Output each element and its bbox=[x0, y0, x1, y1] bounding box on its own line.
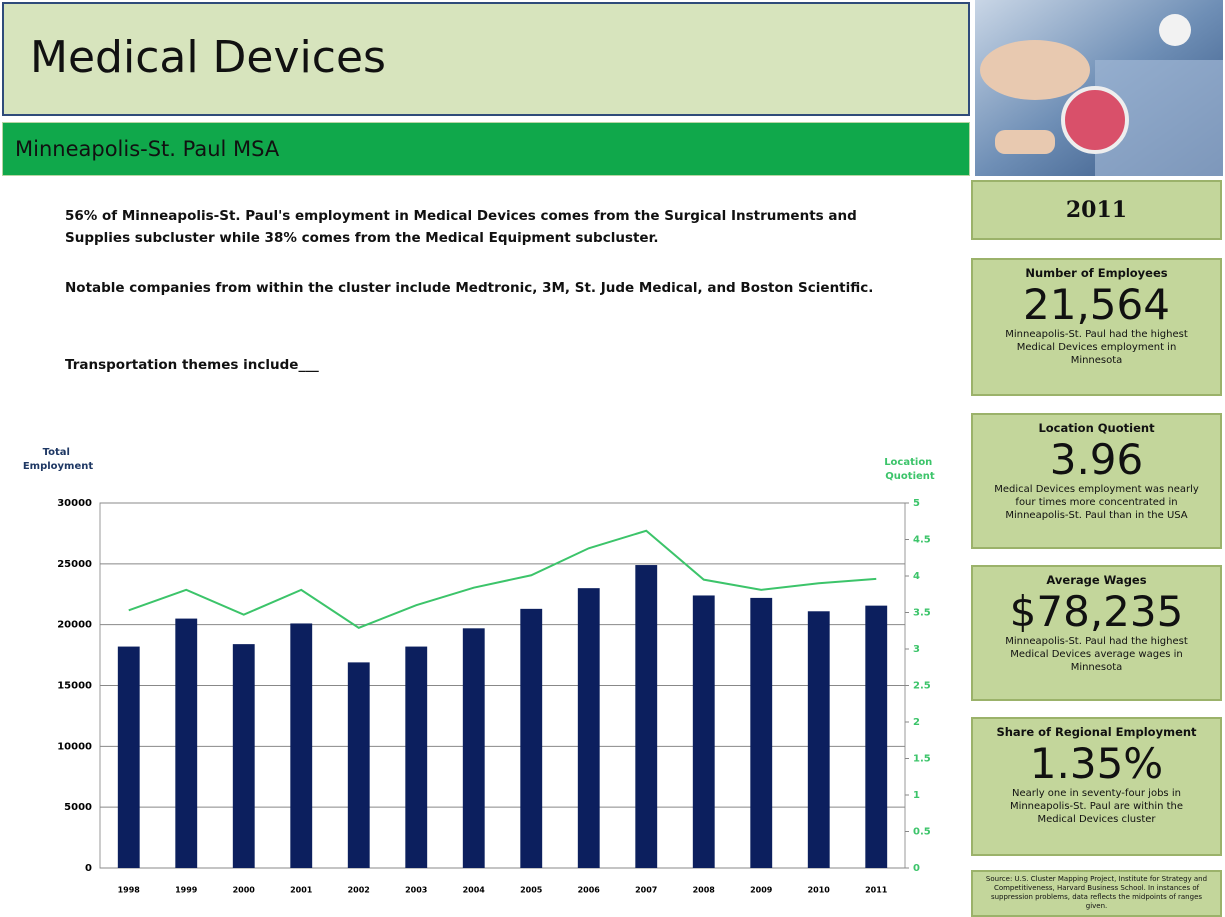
y2-tick-label: 4 bbox=[913, 571, 920, 582]
y2-tick-label: 1.5 bbox=[913, 754, 931, 765]
stat-box: Average Wages $78,235 Minneapolis-St. Pa… bbox=[971, 565, 1222, 701]
source: Source: U.S. Cluster Mapping Project, In… bbox=[973, 872, 1220, 914]
stat-value: $78,235 bbox=[973, 589, 1220, 635]
y2-tick-label: 5 bbox=[913, 498, 920, 509]
subtitle-bar: Minneapolis-St. Paul MSA bbox=[2, 122, 970, 176]
title: Medical Devices bbox=[30, 32, 386, 83]
x-tick-label: 1999 bbox=[175, 886, 198, 895]
x-tick-label: 2000 bbox=[233, 886, 256, 895]
x-tick-label: 2006 bbox=[578, 886, 601, 895]
source-box: Source: U.S. Cluster Mapping Project, In… bbox=[971, 870, 1222, 917]
x-tick-label: 2010 bbox=[808, 886, 831, 895]
y2-axis-title: Location Quotient bbox=[884, 457, 936, 482]
y-tick-label: 0 bbox=[85, 863, 92, 874]
paragraph: Notable companies from within the cluste… bbox=[65, 277, 925, 299]
stat-description: Nearly one in seventy-four jobs in Minne… bbox=[973, 787, 1220, 826]
x-tick-label: 2008 bbox=[693, 886, 716, 895]
bar bbox=[635, 565, 657, 868]
bar bbox=[808, 611, 830, 868]
y2-tick-label: 1 bbox=[913, 790, 920, 801]
stat-box: Location Quotient 3.96 Medical Devices e… bbox=[971, 413, 1222, 549]
stat-box: Share of Regional Employment 1.35% Nearl… bbox=[971, 717, 1222, 856]
x-tick-label: 2003 bbox=[405, 886, 427, 895]
title-box: Medical Devices bbox=[2, 2, 970, 116]
year: 2011 bbox=[973, 197, 1220, 223]
y-tick-label: 30000 bbox=[57, 498, 92, 509]
x-tick-label: 2001 bbox=[290, 886, 313, 895]
y2-tick-label: 3.5 bbox=[913, 608, 931, 619]
x-tick-label: 2009 bbox=[750, 886, 773, 895]
bar bbox=[693, 595, 715, 868]
stat-label: Number of Employees bbox=[973, 266, 1220, 280]
chart: Total Employment Location Quotient 0 5000… bbox=[0, 440, 960, 917]
subtitle: Minneapolis-St. Paul MSA bbox=[15, 137, 279, 161]
stat-label: Average Wages bbox=[973, 573, 1220, 587]
stat-description: Medical Devices employment was nearly fo… bbox=[973, 483, 1220, 522]
y-tick-label: 10000 bbox=[57, 741, 92, 752]
y2-tick-label: 0.5 bbox=[913, 827, 931, 838]
x-tick-label: 2004 bbox=[463, 886, 486, 895]
bar bbox=[578, 588, 600, 868]
paragraph: 56% of Minneapolis-St. Paul's employment… bbox=[65, 205, 925, 249]
year-box: 2011 bbox=[971, 180, 1222, 240]
y2-tick-label: 4.5 bbox=[913, 535, 931, 546]
page: {"header": {"title": "Medical Devices", … bbox=[0, 0, 1225, 917]
y2-tick-label: 2.5 bbox=[913, 681, 931, 692]
bar bbox=[348, 662, 370, 868]
bar bbox=[865, 606, 887, 868]
stat-value: 21,564 bbox=[973, 282, 1220, 328]
bar bbox=[118, 647, 140, 868]
x-tick-label: 2005 bbox=[520, 886, 543, 895]
stat-label: Location Quotient bbox=[973, 421, 1220, 435]
y2-tick-label: 3 bbox=[913, 644, 920, 655]
y-tick-label: 15000 bbox=[57, 681, 92, 692]
y2-tick-label: 2 bbox=[913, 717, 920, 728]
stat-value: 3.96 bbox=[973, 437, 1220, 483]
x-tick-label: 2007 bbox=[635, 886, 657, 895]
stat-label: Share of Regional Employment bbox=[973, 725, 1220, 739]
bar bbox=[233, 644, 255, 868]
y-tick-label: 5000 bbox=[64, 802, 92, 813]
bar bbox=[750, 598, 772, 868]
bar bbox=[175, 619, 197, 868]
bar bbox=[405, 647, 427, 868]
y-axis-title: Total Employment bbox=[23, 447, 94, 472]
photo-collage bbox=[975, 0, 1223, 176]
photo bbox=[975, 0, 1223, 176]
bar bbox=[520, 609, 542, 868]
x-tick-label: 2011 bbox=[865, 886, 888, 895]
stat-value: 1.35% bbox=[973, 741, 1220, 787]
x-tick-label: 2002 bbox=[348, 886, 370, 895]
y2-tick-label: 0 bbox=[913, 863, 920, 874]
bar bbox=[463, 628, 485, 868]
paragraph: Transportation themes include___ bbox=[65, 354, 925, 376]
y-tick-label: 25000 bbox=[57, 559, 92, 570]
stat-description: Minneapolis-St. Paul had the highest Med… bbox=[973, 328, 1220, 367]
y-tick-label: 20000 bbox=[57, 620, 92, 631]
x-tick-label: 1998 bbox=[118, 886, 141, 895]
stat-description: Minneapolis-St. Paul had the highest Med… bbox=[973, 635, 1220, 674]
bar bbox=[290, 623, 312, 868]
stat-box: Number of Employees 21,564 Minneapolis-S… bbox=[971, 258, 1222, 396]
